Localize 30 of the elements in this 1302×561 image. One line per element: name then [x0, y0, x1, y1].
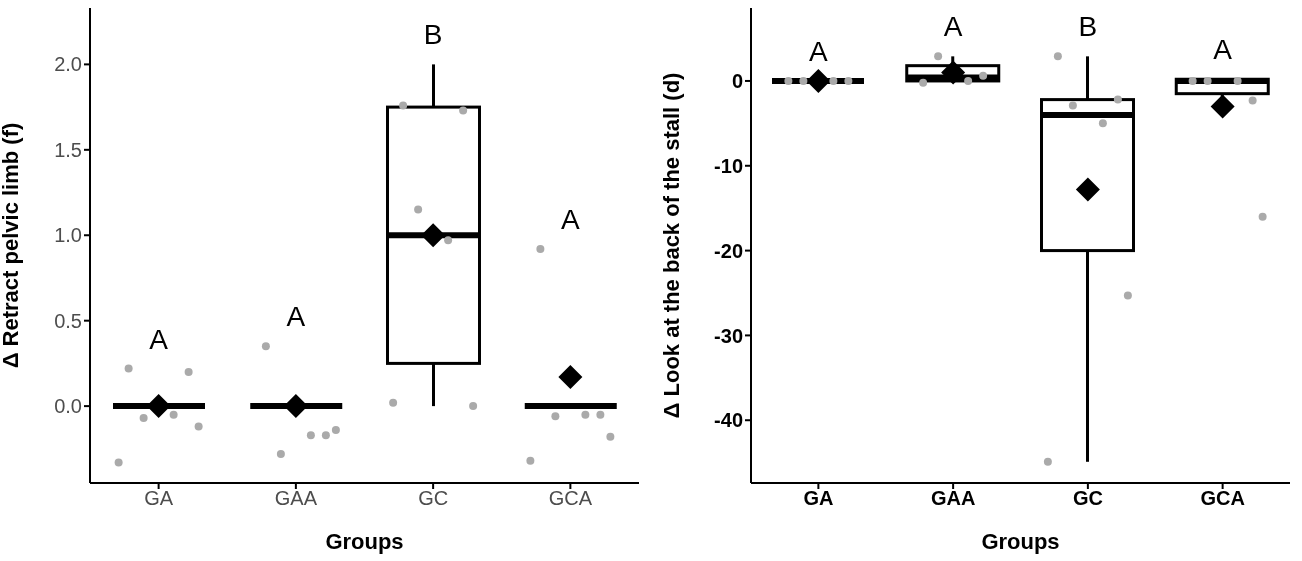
y-tick-label: 0.0: [54, 395, 82, 418]
y-tick-label: 1.5: [54, 138, 82, 161]
y-tick-label: -30: [714, 324, 743, 347]
x-axis-title: Groups: [981, 529, 1060, 554]
x-tick-label: GAA: [274, 487, 318, 510]
annotation: A: [149, 323, 169, 355]
annotation: B: [423, 19, 443, 51]
annotation: A: [561, 203, 581, 235]
y-axis-title: Δ Look at the back of the stall (d): [658, 72, 684, 419]
x-tick-label: GC: [1072, 487, 1103, 510]
annotation: A: [1213, 34, 1233, 66]
x-tick-label: GCA: [548, 487, 593, 510]
y-tick-label: -10: [714, 154, 743, 177]
x-tick-label: GAA: [930, 487, 976, 510]
x-tick-label: GCA: [1200, 487, 1245, 510]
x-tick-label: GA: [144, 487, 174, 510]
annotation: B: [1078, 11, 1098, 43]
y-tick-label: 2.0: [54, 53, 82, 76]
annotation: A: [286, 301, 306, 333]
annotation: A: [943, 11, 963, 43]
annotation: A: [809, 35, 829, 67]
y-tick-label: 0: [731, 70, 743, 93]
y-tick-label: -40: [714, 409, 743, 432]
x-tick-label: GC: [418, 487, 449, 510]
x-axis-title: Groups: [325, 529, 404, 554]
y-tick-label: 1.0: [54, 224, 82, 247]
y-tick-label: 0.5: [54, 309, 82, 332]
y-tick-label: -20: [714, 239, 743, 262]
x-tick-label: GA: [803, 487, 834, 510]
y-axis-title: Δ Retract pelvic limb (f): [0, 122, 23, 369]
